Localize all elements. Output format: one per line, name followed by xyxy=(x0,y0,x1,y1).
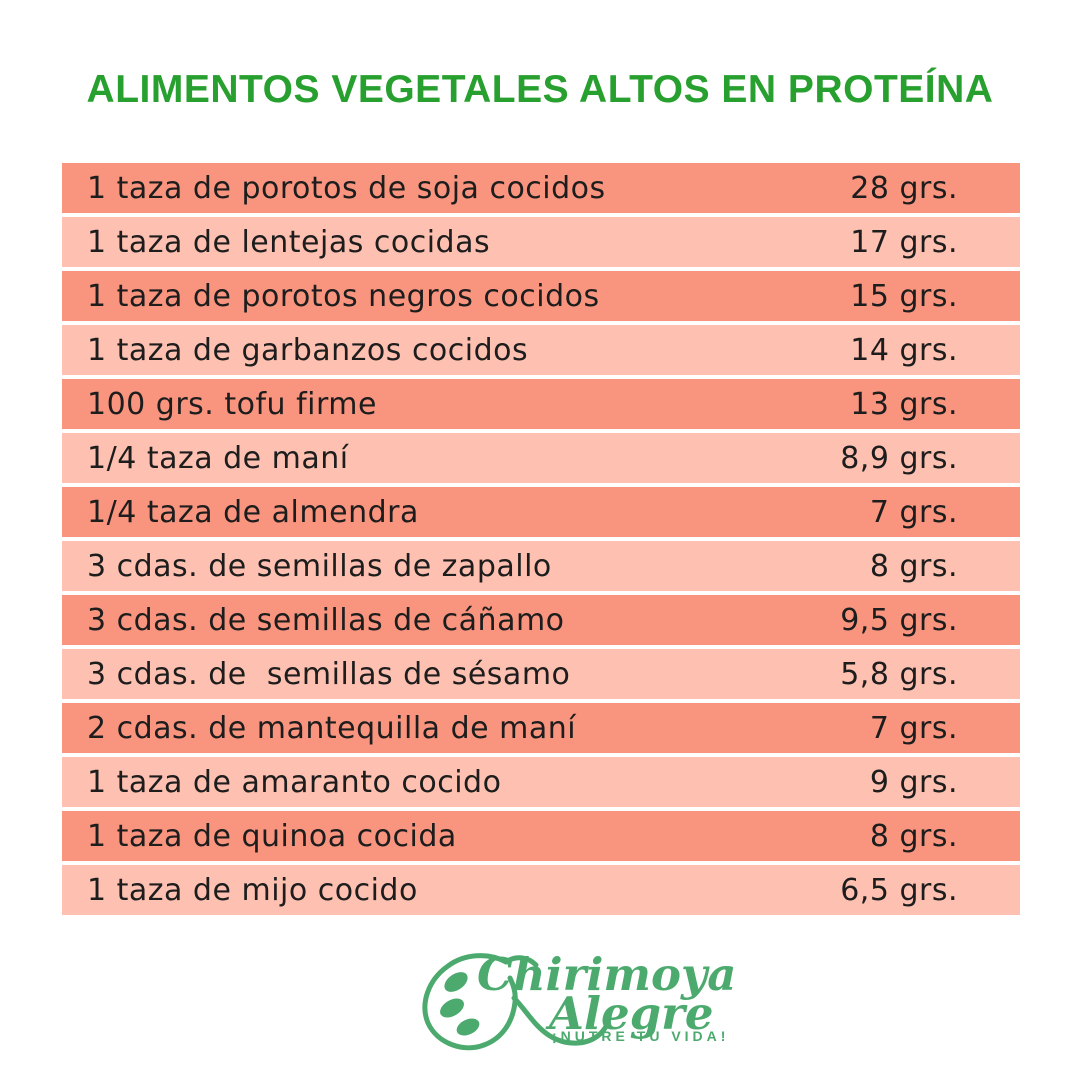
protein-value: 8 grs. xyxy=(869,548,958,584)
chirimoya-fruit-icon xyxy=(422,953,612,1051)
table-row: 1 taza de lentejas cocidas 17 grs. xyxy=(62,217,1020,267)
protein-value: 5,8 grs. xyxy=(840,656,958,692)
food-item-label: 100 grs. tofu firme xyxy=(87,386,377,422)
brand-name-line2: Alegre xyxy=(549,987,714,1040)
protein-value: 9,5 grs. xyxy=(840,602,958,638)
food-item-label: 3 cdas. de semillas de cáñamo xyxy=(87,602,565,638)
food-item-label: 3 cdas. de semillas de zapallo xyxy=(87,548,552,584)
protein-value: 17 grs. xyxy=(850,224,958,260)
food-item-label: 3 cdas. de semillas de sésamo xyxy=(87,656,571,692)
page-title: ALIMENTOS VEGETALES ALTOS EN PROTEÍNA xyxy=(86,68,994,111)
food-item-label: 1 taza de lentejas cocidas xyxy=(87,224,491,260)
food-item-label: 1 taza de garbanzos cocidos xyxy=(87,332,529,368)
food-item-label: 2 cdas. de mantequilla de maní xyxy=(87,710,577,746)
protein-value: 15 grs. xyxy=(850,278,958,314)
food-item-label: 1/4 taza de almendra xyxy=(87,494,419,530)
food-item-label: 1 taza de porotos de soja cocidos xyxy=(87,170,606,206)
table-row: 1 taza de garbanzos cocidos 14 grs. xyxy=(62,325,1020,375)
protein-value: 9 grs. xyxy=(869,764,958,800)
brand-tagline: ¡NUTRE TU VIDA! xyxy=(552,1028,730,1044)
table-row: 3 cdas. de semillas de sésamo 5,8 grs. xyxy=(62,649,1020,699)
food-item-label: 1 taza de porotos negros cocidos xyxy=(87,278,600,314)
food-item-label: 1/4 taza de maní xyxy=(87,440,349,476)
table-row: 1 taza de porotos de soja cocidos 28 grs… xyxy=(62,163,1020,213)
protein-value: 8 grs. xyxy=(869,818,958,854)
food-item-label: 1 taza de quinoa cocida xyxy=(87,818,457,854)
table-row: 1 taza de mijo cocido 6,5 grs. xyxy=(62,865,1020,915)
protein-value: 28 grs. xyxy=(850,170,958,206)
food-item-label: 1 taza de amaranto cocido xyxy=(87,764,502,800)
table-row: 1/4 taza de maní 8,9 grs. xyxy=(62,433,1020,483)
table-row: 1 taza de porotos negros cocidos 15 grs. xyxy=(62,271,1020,321)
protein-value: 14 grs. xyxy=(850,332,958,368)
protein-table: 1 taza de porotos de soja cocidos 28 grs… xyxy=(62,163,1020,915)
table-row: 1/4 taza de almendra 7 grs. xyxy=(62,487,1020,537)
table-row: 1 taza de quinoa cocida 8 grs. xyxy=(62,811,1020,861)
protein-value: 8,9 grs. xyxy=(840,440,958,476)
table-row: 2 cdas. de mantequilla de maní 7 grs. xyxy=(62,703,1020,753)
brand-name-line1: Chirimoya xyxy=(477,948,737,1001)
table-row: 100 grs. tofu firme 13 grs. xyxy=(62,379,1020,429)
table-row: 3 cdas. de semillas de zapallo 8 grs. xyxy=(62,541,1020,591)
protein-value: 13 grs. xyxy=(850,386,958,422)
food-item-label: 1 taza de mijo cocido xyxy=(87,872,418,908)
protein-value: 6,5 grs. xyxy=(840,872,958,908)
protein-value: 7 grs. xyxy=(869,710,958,746)
table-row: 3 cdas. de semillas de cáñamo 9,5 grs. xyxy=(62,595,1020,645)
protein-value: 7 grs. xyxy=(869,494,958,530)
table-row: 1 taza de amaranto cocido 9 grs. xyxy=(62,757,1020,807)
